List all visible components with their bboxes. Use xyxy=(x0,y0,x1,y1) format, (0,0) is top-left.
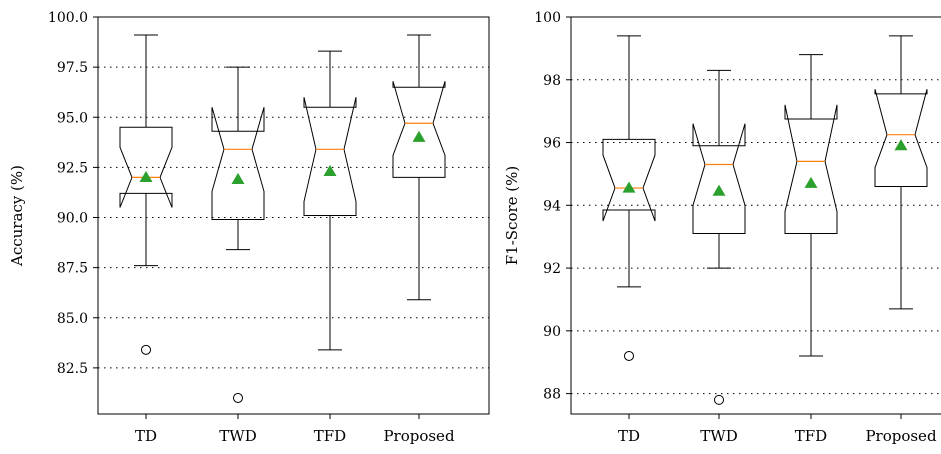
y-tick-label: 92.5 xyxy=(57,160,88,176)
mean-marker xyxy=(139,170,153,182)
box-twd xyxy=(692,69,746,405)
box-tfd xyxy=(303,50,357,351)
outlier-point xyxy=(624,350,634,361)
box-twd xyxy=(211,66,265,403)
y-axis-label: Accuracy (%) xyxy=(8,165,26,267)
notched-box xyxy=(692,123,746,234)
y-tick-label: 96 xyxy=(543,136,561,152)
x-tick-label: TFD xyxy=(314,427,346,445)
notched-box xyxy=(303,97,357,216)
mean-marker xyxy=(323,164,337,176)
y-tick-label: 100 xyxy=(534,10,561,26)
y-tick-label: 90.0 xyxy=(57,211,88,227)
y-tick-label: 90 xyxy=(543,324,561,340)
plot-frame xyxy=(570,16,941,415)
box-td xyxy=(119,34,173,355)
y-tick-label: 97.5 xyxy=(57,60,88,76)
box-tfd xyxy=(784,54,838,357)
mean-marker xyxy=(231,172,245,184)
notched-box xyxy=(392,81,446,178)
mean-marker xyxy=(894,139,908,151)
y-tick-label: 88 xyxy=(543,387,561,403)
notched-box xyxy=(602,138,656,222)
x-tick-label: TWD xyxy=(219,427,256,445)
y-tick-label: 82.5 xyxy=(57,361,88,377)
y-tick-label: 94 xyxy=(543,198,561,214)
x-tick-label: TWD xyxy=(700,427,737,445)
x-tick-label: TD xyxy=(135,427,157,445)
outlier-point xyxy=(233,392,243,403)
y-tick-label: 98 xyxy=(543,73,561,89)
y-tick-label: 87.5 xyxy=(57,261,88,277)
mean-marker xyxy=(804,176,818,188)
y-tick-label: 100.0 xyxy=(48,10,88,26)
y-axis-label: F1-Score (%) xyxy=(503,166,521,266)
x-tick-label: TD xyxy=(618,427,640,445)
x-tick-label: Proposed xyxy=(865,427,937,445)
box-proposed xyxy=(874,35,928,310)
x-tick-label: TFD xyxy=(795,427,827,445)
y-tick-label: 95.0 xyxy=(57,110,88,126)
notched-box xyxy=(784,104,838,234)
mean-marker xyxy=(412,130,426,142)
notched-box xyxy=(874,89,928,187)
box-td xyxy=(602,35,656,361)
mean-marker xyxy=(712,184,726,196)
box-proposed xyxy=(392,34,446,301)
plot-frame xyxy=(97,16,490,415)
accuracy-box-plot: 82.5 85.0 87.5 90.0 92.5 95.0 97.5 100.0 Accurac… xyxy=(8,10,490,445)
y-tick-label: 92 xyxy=(543,261,561,277)
outlier-point xyxy=(714,394,724,405)
notched-box xyxy=(211,107,265,220)
notched-box xyxy=(119,126,173,208)
mean-marker xyxy=(622,181,636,193)
x-tick-label: Proposed xyxy=(383,427,455,445)
y-tick-label: 85.0 xyxy=(57,311,88,327)
outlier-point xyxy=(141,344,151,355)
f1-score-box-plot: 88 90 92 94 96 98 100 F1-Score (%) TD TWD TFD Propo… xyxy=(503,10,941,445)
